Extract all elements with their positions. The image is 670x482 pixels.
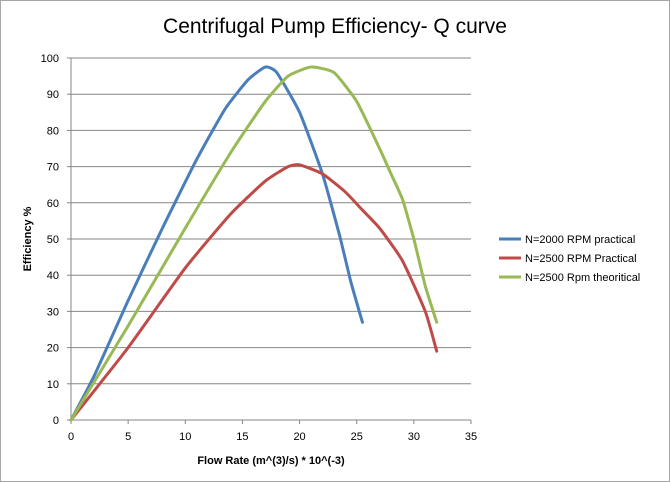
x-tick-label: 30 [408,431,420,443]
x-tick-label: 25 [351,431,363,443]
legend-label: N=2500 RPM Practical [525,253,637,265]
y-tick-label: 40 [47,270,59,282]
y-axis-label: Efficiency % [22,206,34,271]
series-line-3 [69,65,439,422]
legend: N=2000 RPM practical N=2500 RPM Practical… [499,234,640,284]
y-tick-label: 80 [47,125,59,137]
x-axis-label: Flow Rate (m^(3)/s) * 10^(-3) [197,455,345,467]
series-lines [69,65,439,422]
x-tick-label: 15 [236,431,248,443]
x-tick-label: 5 [125,431,131,443]
x-tick-label: 10 [179,431,191,443]
series-line-2 [69,163,439,422]
chart-title: Centrifugal Pump Efficiency- Q curve [163,15,507,38]
x-tick-label: 20 [293,431,305,443]
y-tick-label: 20 [47,343,59,355]
x-tick-label: 0 [68,431,74,443]
series-line-1 [69,65,364,422]
y-tick-label: 30 [47,306,59,318]
y-tick-label: 50 [47,234,59,246]
y-tick-label: 60 [47,198,59,210]
x-tick-label: 35 [465,431,477,443]
y-tick-label: 0 [53,415,59,427]
y-tick-label: 100 [41,53,59,65]
legend-label: N=2000 RPM practical [525,234,635,246]
y-tick-label: 10 [47,379,59,391]
axes: 0 10 20 30 40 50 60 70 80 90 100 0 5 10 15 20 25 30 35 [41,53,477,443]
y-tick-label: 70 [47,162,59,174]
y-tick-label: 90 [47,89,59,101]
legend-label: N=2500 Rpm theoritical [525,272,640,284]
gridlines [71,57,471,385]
